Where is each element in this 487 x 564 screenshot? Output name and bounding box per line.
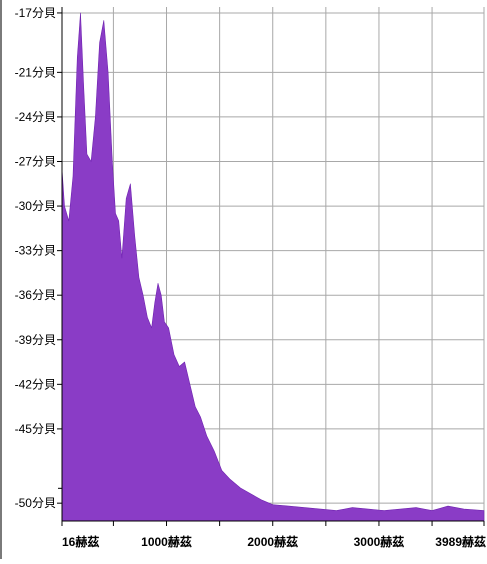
- x-tick-label: 3000赫茲: [354, 534, 405, 549]
- y-tick-label: -30分貝: [15, 199, 56, 213]
- y-tick-label: -50分貝: [15, 496, 56, 510]
- y-tick-label: -27分貝: [15, 154, 56, 168]
- y-tick-label: -24分貝: [15, 110, 56, 124]
- y-tick-label: -33分貝: [15, 244, 56, 258]
- window-left-border: [0, 0, 2, 559]
- x-tick-label: 1000赫茲: [141, 534, 192, 549]
- y-tick-label: -39分貝: [15, 333, 56, 347]
- y-tick-label: -36分貝: [15, 288, 56, 302]
- x-tick-label: 2000赫茲: [247, 534, 298, 549]
- y-tick-label: -42分貝: [15, 377, 56, 391]
- x-tick-label: 16赫茲: [62, 534, 99, 549]
- x-tick-label: 3989赫茲: [435, 534, 486, 549]
- y-tick-label: -45分貝: [15, 422, 56, 436]
- y-tick-label: -21分貝: [15, 65, 56, 79]
- y-tick-label: -17分貝: [15, 6, 56, 20]
